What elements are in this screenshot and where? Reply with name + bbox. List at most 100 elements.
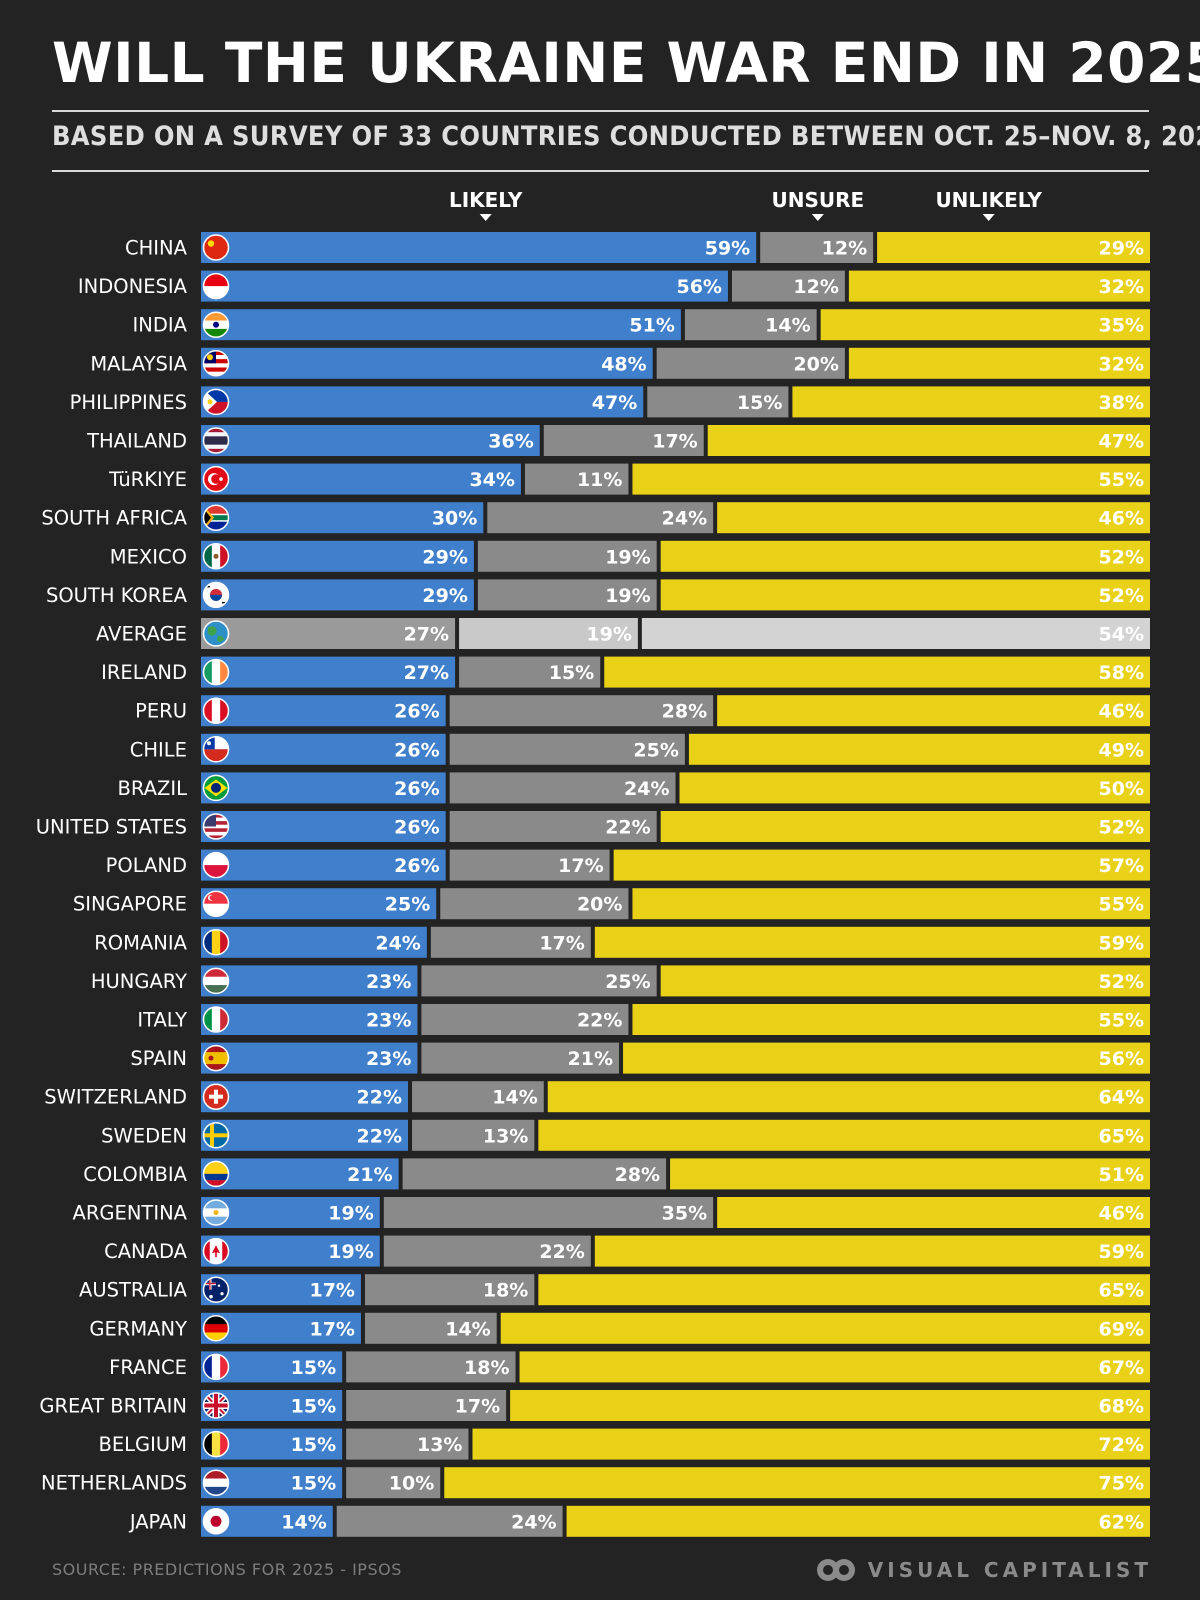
chart-subtitle: BASED ON A SURVEY OF 33 COUNTRIES CONDUC…: [52, 121, 1200, 152]
data-label-likely: 26%: [394, 778, 439, 800]
data-label-unsure: 12%: [793, 276, 838, 298]
chart-row: SWITZERLAND 22% 14% 64%: [44, 1081, 1150, 1113]
data-label-likely: 29%: [422, 546, 467, 568]
bar-unsure: [346, 1467, 441, 1499]
bar-unlikely: [500, 1312, 1151, 1344]
data-label-unsure: 22%: [577, 1010, 622, 1032]
category-label: GERMANY: [89, 1317, 187, 1340]
bar-unsure: [346, 1428, 469, 1460]
bar-likely: [201, 772, 446, 804]
data-label-likely: 17%: [309, 1280, 354, 1302]
data-label-unsure: 20%: [793, 353, 838, 375]
chart-row: INDONESIA 56% 12% 32%: [78, 270, 1150, 302]
data-label-unsure: 19%: [586, 624, 631, 646]
data-label-unlikely: 47%: [1099, 431, 1144, 453]
category-label: BRAZIL: [118, 777, 188, 800]
data-label-likely: 26%: [394, 817, 439, 839]
category-label: AUSTRALIA: [79, 1279, 188, 1302]
south-korea-flag-icon: [202, 581, 230, 609]
data-label-unsure: 13%: [483, 1125, 528, 1147]
data-label-unlikely: 65%: [1099, 1125, 1144, 1147]
category-label: HUNGARY: [91, 970, 187, 993]
bar-likely: [201, 849, 446, 881]
data-label-unsure: 14%: [445, 1318, 490, 1340]
legend-arrow-likely: [479, 214, 492, 221]
chart-row: CANADA 19% 22% 59%: [104, 1235, 1150, 1267]
chart-row: SOUTH AFRICA 30% 24% 46%: [41, 502, 1150, 534]
data-label-unlikely: 35%: [1099, 315, 1144, 337]
south-africa-flag-icon: [202, 504, 230, 531]
chart-row: BELGIUM 15% 13% 72%: [98, 1428, 1151, 1460]
great-britain-flag-icon: [202, 1392, 230, 1419]
bar-likely: [201, 811, 446, 842]
bar-unsure: [421, 965, 657, 997]
category-label: SWITZERLAND: [44, 1086, 187, 1109]
data-label-unlikely: 59%: [1099, 1241, 1144, 1263]
bar-unlikely: [679, 772, 1150, 804]
category-label: UNITED STATES: [36, 816, 187, 839]
bar-unlikely: [660, 540, 1150, 572]
chart-row: AVERAGE 27% 19% 54%: [96, 618, 1150, 649]
bar-unlikely: [547, 1081, 1150, 1113]
data-label-likely: 25%: [385, 894, 430, 916]
data-label-likely: 15%: [291, 1396, 336, 1418]
bar-likely: [201, 1119, 409, 1151]
bar-unsure: [383, 1235, 591, 1267]
data-label-unlikely: 72%: [1099, 1434, 1144, 1456]
bar-unlikely: [670, 1158, 1150, 1190]
bar-likely: [201, 926, 427, 958]
data-label-unlikely: 49%: [1099, 739, 1144, 761]
malaysia-flag-icon: [202, 350, 230, 377]
data-label-unlikely: 67%: [1099, 1357, 1144, 1379]
bar-unsure: [402, 1158, 667, 1190]
data-label-unlikely: 75%: [1099, 1473, 1144, 1495]
bar-unsure: [760, 232, 874, 263]
data-label-unlikely: 51%: [1099, 1164, 1144, 1186]
bar-unlikely: [632, 1004, 1150, 1035]
data-label-likely: 23%: [366, 971, 411, 993]
data-label-unlikely: 46%: [1099, 508, 1144, 530]
bar-unsure: [383, 1197, 714, 1228]
data-label-likely: 23%: [366, 1010, 411, 1032]
poland-flag-icon: [202, 851, 230, 879]
bar-unlikely: [641, 618, 1150, 649]
chart-row: CHINA 59% 12% 29%: [125, 232, 1150, 263]
data-label-likely: 15%: [291, 1357, 336, 1379]
legend-arrow-unlikely: [982, 214, 995, 221]
bar-unlikely: [444, 1467, 1150, 1499]
data-label-unsure: 25%: [605, 971, 650, 993]
bar-likely: [201, 695, 446, 727]
netherlands-flag-icon: [202, 1469, 230, 1496]
data-label-likely: 36%: [488, 431, 533, 453]
bar-unlikely: [707, 425, 1150, 456]
china-flag-icon: [202, 234, 230, 261]
chile-flag-icon: [202, 736, 230, 763]
bar-likely: [201, 965, 418, 997]
bar-unlikely: [632, 888, 1150, 920]
bar-likely: [201, 347, 653, 379]
bar-unsure: [477, 579, 657, 611]
bar-likely: [201, 618, 456, 649]
data-label-unsure: 22%: [539, 1241, 584, 1263]
india-flag-icon: [202, 311, 230, 338]
bar-unlikely: [717, 502, 1150, 534]
data-label-unlikely: 54%: [1099, 624, 1144, 646]
chart-row: MEXICO 29% 19% 52%: [110, 540, 1150, 572]
chart-row: ITALY 23% 22% 55%: [137, 1004, 1150, 1035]
united-states-flag-icon: [202, 813, 230, 840]
data-label-unlikely: 38%: [1099, 392, 1144, 414]
canada-flag-icon: [202, 1237, 230, 1265]
belgium-flag-icon: [202, 1430, 230, 1458]
bar-unlikely: [848, 270, 1150, 302]
data-label-likely: 17%: [309, 1318, 354, 1340]
data-label-unsure: 19%: [605, 585, 650, 607]
bar-unlikely: [792, 386, 1150, 418]
philippines-flag-icon: [202, 388, 230, 416]
peru-flag-icon: [202, 697, 230, 724]
data-label-likely: 29%: [422, 585, 467, 607]
data-label-unsure: 17%: [455, 1396, 500, 1418]
bar-unsure: [731, 270, 845, 302]
bar-unsure: [487, 502, 714, 534]
bar-unsure: [459, 656, 601, 688]
